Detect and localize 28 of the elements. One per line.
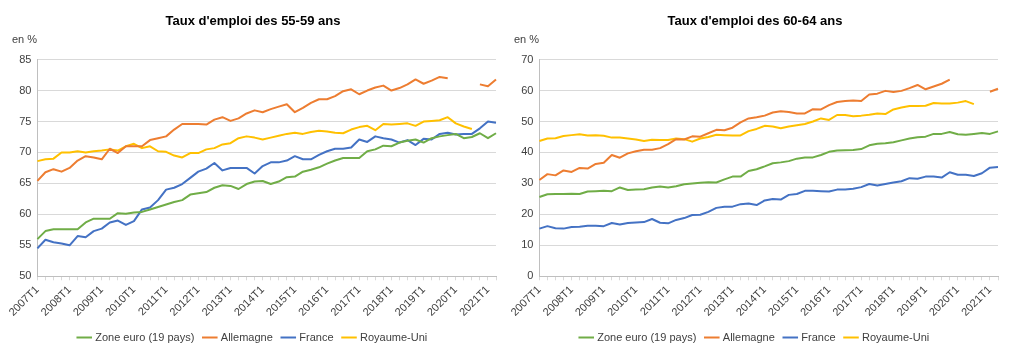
- chart-title: Taux d'emploi des 55-59 ans: [165, 13, 341, 29]
- y-tick-label: 60: [521, 83, 534, 96]
- y-tick-label: 10: [521, 238, 534, 251]
- legend-label: France: [299, 330, 334, 343]
- legend-label: Royaume-Uni: [360, 330, 428, 343]
- legend-label: Zone euro (19 pays): [597, 330, 697, 343]
- y-tick-label: 80: [19, 83, 32, 96]
- y-tick-label: 55: [19, 238, 32, 251]
- legend-label: France: [801, 330, 836, 343]
- y-tick-label: 75: [19, 114, 32, 127]
- y-tick-label: 65: [19, 176, 32, 189]
- y-tick-label: 85: [19, 52, 32, 65]
- chart-title: Taux d'emploi des 60-64 ans: [667, 13, 843, 29]
- y-axis-title: en %: [514, 33, 540, 46]
- y-tick-label: 70: [19, 145, 32, 158]
- legend-label: Royaume-Uni: [862, 330, 930, 343]
- y-tick-label: 40: [521, 145, 534, 158]
- y-tick-label: 20: [521, 207, 534, 220]
- legend-label: Zone euro (19 pays): [95, 330, 195, 343]
- y-tick-label: 50: [19, 269, 32, 282]
- y-tick-label: 0: [527, 269, 534, 282]
- y-tick-label: 30: [521, 176, 534, 189]
- y-axis-title: en %: [12, 33, 38, 46]
- legend-label: Allemagne: [722, 330, 775, 343]
- y-tick-label: 60: [19, 207, 32, 220]
- y-tick-label: 70: [521, 52, 534, 65]
- legend-label: Allemagne: [220, 330, 273, 343]
- y-tick-label: 50: [521, 114, 534, 127]
